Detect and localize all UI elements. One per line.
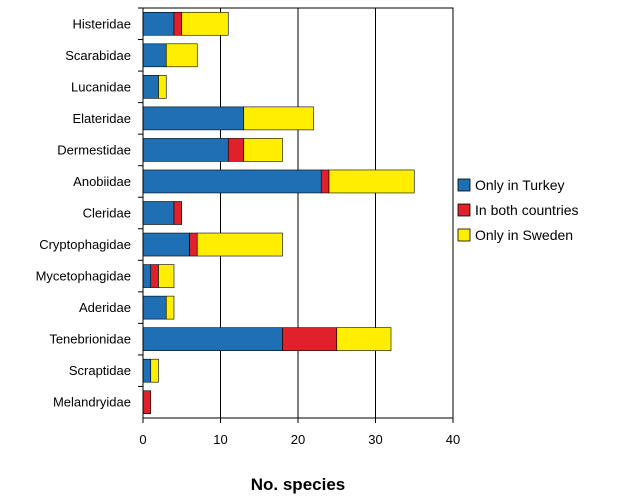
- category-label: Aderidae: [79, 300, 131, 315]
- category-label: Dermestidae: [57, 142, 131, 157]
- bar-segment: [336, 327, 392, 351]
- bar-segment: [227, 138, 245, 162]
- legend-label: Only in Turkey: [475, 177, 564, 193]
- category-label: Scarabidae: [65, 48, 131, 63]
- bar-segment: [142, 138, 229, 162]
- x-axis-ticks: 0 10 20 30 40: [139, 418, 460, 447]
- category-label: Anobiidae: [73, 174, 131, 189]
- bar-segment: [320, 169, 330, 194]
- gridlines: [220, 8, 376, 418]
- bar-segment: [165, 295, 175, 320]
- bar-segment: [142, 232, 190, 257]
- x-tick-label: 10: [213, 432, 227, 447]
- bar-segment: [328, 169, 415, 194]
- category-label: Tenebrionidae: [49, 332, 131, 347]
- bar-segment: [189, 232, 198, 257]
- x-tick-label: 30: [368, 432, 382, 447]
- bar-segment: [173, 201, 183, 225]
- bar-segment: [142, 11, 175, 36]
- bar-segment: [142, 390, 152, 415]
- legend-label: Only in Sweden: [475, 227, 573, 243]
- bar-segment: [243, 106, 314, 131]
- x-tick-label: 40: [446, 432, 460, 447]
- bar-segment: [150, 358, 159, 383]
- legend-swatch: [457, 228, 471, 242]
- bar-segment: [282, 327, 338, 351]
- bar-segment: [243, 138, 283, 162]
- bar-segment: [158, 264, 175, 288]
- bar-segment: [142, 106, 245, 131]
- bars: [142, 11, 415, 415]
- category-label: Elateridae: [72, 111, 131, 126]
- category-label: Lucanidae: [71, 79, 131, 94]
- legend-label: In both countries: [475, 202, 579, 218]
- category-label: Melandryidae: [53, 395, 131, 410]
- bar-segment: [181, 11, 229, 36]
- legend-swatch: [457, 203, 471, 217]
- bar-segment: [165, 43, 198, 68]
- bar-segment: [142, 43, 167, 68]
- legend-swatch: [457, 178, 471, 192]
- category-label: Histeridae: [72, 16, 131, 31]
- bar-segment: [142, 201, 175, 225]
- bar-segment: [173, 11, 183, 36]
- category-label: Mycetophagidae: [36, 269, 131, 284]
- category-label: Cryptophagidae: [39, 237, 131, 252]
- category-label: Scraptidae: [69, 363, 131, 378]
- x-axis-title: No. species: [251, 475, 346, 494]
- bar-segment: [150, 264, 159, 288]
- bar-segment: [158, 75, 167, 99]
- x-tick-label: 20: [291, 432, 305, 447]
- x-tick-label: 0: [139, 432, 146, 447]
- bar-segment: [196, 232, 283, 257]
- category-label: Cleridae: [83, 206, 131, 221]
- category-labels: Histeridae Scarabidae Lucanidae Elateridae D…: [36, 7, 143, 410]
- bar-segment: [142, 169, 322, 194]
- bar-segment: [142, 358, 152, 383]
- bar-segment: [142, 327, 283, 351]
- bar-segment: [142, 264, 152, 288]
- bar-segment: [142, 75, 159, 99]
- legend: Only in Turkey In both countries Only in S…: [457, 177, 579, 243]
- bar-segment: [142, 295, 167, 320]
